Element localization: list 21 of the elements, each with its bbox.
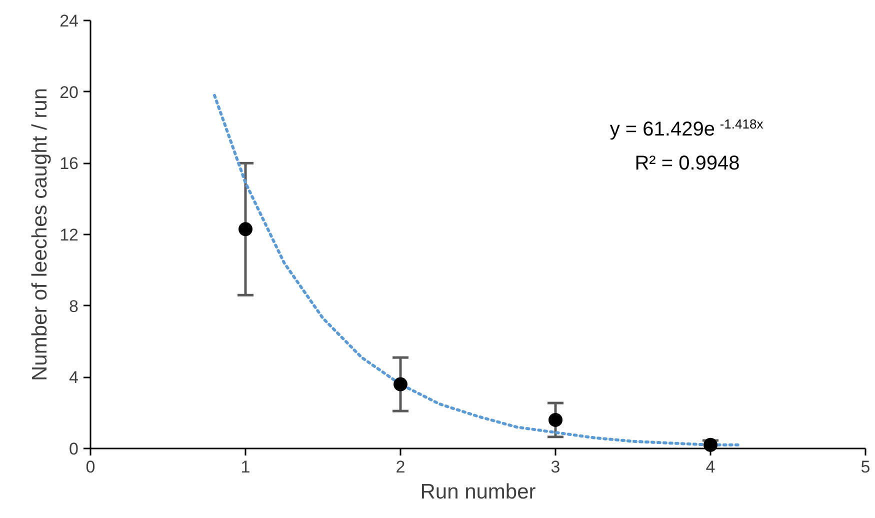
y-tick-label: 8 — [69, 296, 79, 316]
annotation: y = 61.429e-1.418x — [610, 116, 764, 140]
x-tick-label: 2 — [396, 458, 406, 476]
point — [704, 438, 718, 452]
y-tick-label: 24 — [60, 12, 79, 30]
x-tick-label: 5 — [860, 458, 870, 476]
point — [238, 222, 252, 236]
x-tick-label: 1 — [240, 458, 250, 476]
y-tick-label: 16 — [60, 154, 79, 174]
y-axis-title: Number of leeches caught / run — [28, 88, 52, 381]
y-tick-label: 12 — [60, 226, 79, 244]
annotation: R² = 0.9948 — [634, 152, 740, 175]
x-tick-label: 0 — [86, 458, 96, 476]
y-tick-label: 0 — [69, 440, 79, 458]
y-tick-label: 4 — [69, 368, 79, 388]
y-tick-label: 20 — [60, 82, 79, 102]
x-axis-title: Run number — [420, 480, 536, 504]
x-tick-label: 4 — [706, 458, 716, 476]
x-tick-label: 3 — [550, 458, 560, 476]
point — [394, 377, 408, 392]
point — [548, 412, 562, 427]
